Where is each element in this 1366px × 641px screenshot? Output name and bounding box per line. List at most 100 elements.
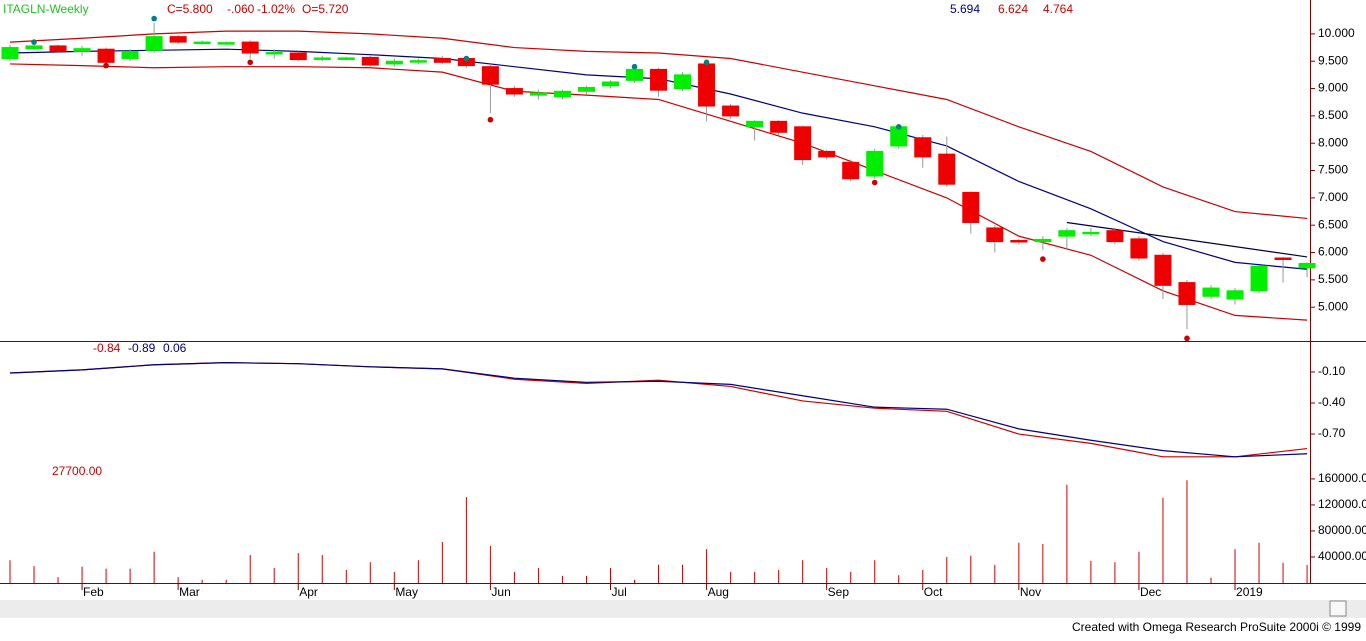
candle-body (337, 57, 355, 60)
signal-dot (103, 62, 109, 69)
candle-body (1250, 265, 1268, 292)
band-line (9, 30, 1308, 220)
candle-body (866, 150, 884, 177)
header-value: -.060 (227, 2, 255, 16)
candle-body (1130, 238, 1148, 259)
candle-body (553, 90, 571, 98)
candle-body (674, 74, 692, 90)
candle-body (25, 45, 43, 50)
candle-body (818, 150, 836, 158)
candle-body (890, 126, 908, 147)
candle-body (385, 60, 403, 65)
y-tick-label: 8.000 (1318, 135, 1348, 149)
trend-line (1066, 221, 1308, 258)
candle-body (1, 47, 19, 59)
header-value: -1.02% (257, 2, 295, 16)
candle-body (1154, 254, 1172, 286)
y-tick-label: 160000.0 (1318, 471, 1366, 485)
y-tick-label: 40000.00 (1318, 549, 1366, 563)
y-tick-label: -0.70 (1318, 426, 1346, 440)
candle-body (1010, 240, 1028, 243)
x-tick-label: Apr (299, 585, 318, 599)
candle-body (529, 92, 547, 96)
y-tick-label: 7.000 (1318, 190, 1348, 204)
x-tick-label: Aug (708, 585, 729, 599)
candle-body (1034, 238, 1052, 243)
x-tick-label: Feb (83, 585, 104, 599)
candle-body (169, 36, 187, 43)
candle-body (97, 48, 115, 63)
header-value: C=5.800 (167, 2, 213, 16)
x-tick-label: 2019 (1236, 585, 1263, 599)
x-tick-label: Oct (924, 585, 943, 599)
candle-body (577, 86, 595, 92)
y-tick-label: 9.500 (1318, 53, 1348, 67)
macd-label: -0.89 (128, 341, 156, 355)
candle-body (505, 88, 523, 95)
signal-dot (463, 55, 470, 62)
candle-body (1082, 231, 1100, 235)
header-value: O=5.720 (302, 2, 349, 16)
candle-body (746, 120, 764, 128)
candle-body (602, 81, 619, 87)
candle-body (626, 68, 644, 81)
candle-body (914, 137, 932, 158)
x-tick-label: Sep (828, 585, 850, 599)
candle-body (433, 57, 451, 63)
signal-dot (31, 39, 37, 45)
band-label: 4.764 (1043, 2, 1073, 16)
scroll-thumb[interactable] (1329, 600, 1347, 617)
signal-dot (1184, 335, 1190, 342)
macd-label: -0.84 (93, 341, 121, 355)
candle-body (289, 52, 307, 61)
y-tick-label: 9.000 (1318, 81, 1348, 95)
candle-body (722, 105, 740, 117)
candle-body (1298, 262, 1316, 269)
candle-body (698, 63, 716, 107)
candle-body (265, 51, 283, 55)
x-tick-label: Mar (179, 585, 200, 599)
scrollbar[interactable] (0, 600, 1366, 618)
candle-body (409, 60, 427, 63)
band-label: 5.694 (950, 2, 980, 16)
x-tick-label: May (395, 585, 418, 599)
candle-body (1226, 290, 1244, 300)
candle-body (1058, 230, 1076, 237)
signal-dot (1040, 256, 1046, 262)
candle-body (650, 68, 668, 91)
y-tick-label: -0.40 (1318, 395, 1346, 409)
candle-body (986, 227, 1004, 243)
candle-body (73, 48, 91, 52)
candle-body (1178, 282, 1196, 305)
signal-dot (487, 116, 494, 123)
signal-dot (871, 179, 878, 186)
candle-body (241, 41, 259, 54)
candle-body (145, 36, 163, 51)
band-label: 6.624 (998, 2, 1028, 16)
signal-dot (151, 15, 157, 22)
candle-body (962, 191, 980, 223)
x-tick-label: Jun (491, 585, 510, 599)
x-tick-label: Jul (612, 585, 627, 599)
x-tick-label: Nov (1020, 585, 1041, 599)
candle-body (938, 153, 956, 185)
y-tick-label: 8.500 (1318, 108, 1348, 122)
y-tick-label: 5.500 (1318, 272, 1348, 286)
candle-body (217, 42, 235, 45)
y-tick-label: 7.500 (1318, 163, 1348, 177)
band-line (9, 63, 1308, 321)
volume-label: 27700.00 (52, 464, 102, 478)
chart-title: ITAGLN-Weekly (3, 2, 89, 16)
candle-body (193, 41, 211, 45)
y-tick-label: 120000.0 (1318, 497, 1366, 511)
y-tick-label: 5.000 (1318, 299, 1348, 313)
y-tick-label: 6.000 (1318, 245, 1348, 259)
candle-body (481, 66, 499, 85)
y-tick-label: 10.000 (1318, 26, 1355, 40)
candle-body (770, 120, 788, 133)
candle-body (361, 56, 379, 66)
candle-body (121, 50, 139, 59)
candle-body (842, 161, 860, 180)
